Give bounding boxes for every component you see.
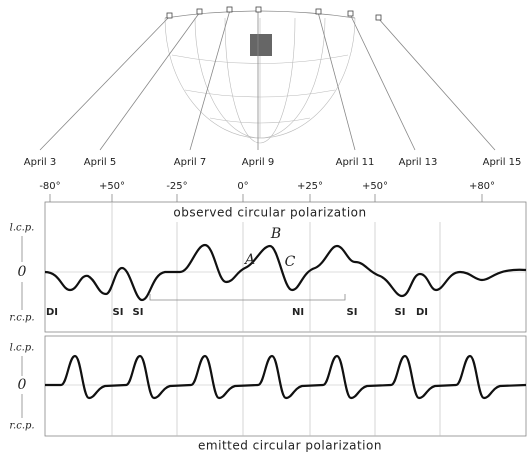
panel-title: observed circular polarization [173,206,366,220]
annotation: SI [113,307,124,318]
longitude-label: +50° [99,181,125,192]
longitude-label: +80° [469,181,495,192]
marker [226,6,233,13]
sight-lines [39,9,496,151]
annotation: NI [292,307,304,318]
panel-emitted: l.c.p. 0 r.c.p. emitted circular polariz… [9,335,527,453]
rcp-label: r.c.p. [9,421,34,432]
annotation: DI [46,307,58,318]
marker [347,10,354,17]
annotations: DI SI SI NI SI SI DI [46,307,428,318]
date-label: April 3 [24,157,56,168]
zero-label: 0 [18,377,27,393]
date-label: April 7 [174,157,206,168]
date-label: April 5 [84,157,116,168]
marker [166,12,173,19]
globe [39,6,496,151]
longitude-label: 0° [237,181,248,192]
annotation: SI [395,307,406,318]
longitude-label: +25° [297,181,323,192]
date-label: April 11 [336,157,375,168]
longitude-label: +50° [362,181,388,192]
peak-label: C [285,254,296,270]
marker [375,14,382,21]
annotation: DI [416,307,428,318]
zero-label: 0 [18,264,27,280]
panel-grid [45,202,526,332]
marker [255,6,262,13]
ni-bracket [149,294,346,301]
date-labels: April 3 April 5 April 7 April 9 April 11 Apri… [24,157,522,168]
longitude-label: -25° [166,181,187,192]
emitted-curve [45,354,527,400]
marker [315,8,322,15]
marker [196,8,203,15]
panel-frame [44,201,527,333]
rcp-label: r.c.p. [9,313,34,324]
panel-title: emitted circular polarization [198,439,382,453]
lcp-label: l.c.p. [10,223,35,234]
active-region [250,34,272,56]
peak-label: A [243,252,255,268]
globe-parallels [171,54,349,124]
panel-observed: observed circular polarization l.c.p. 0 … [9,201,527,333]
lcp-label: l.c.p. [10,343,35,354]
longitude-labels: -80° +50° -25° 0° +25° +50° +80° [39,181,495,202]
date-label: April 15 [483,157,522,168]
date-label: April 13 [399,157,438,168]
annotation: SI [347,307,358,318]
annotation: SI [133,307,144,318]
longitude-label: -80° [39,181,60,192]
peak-label: B [270,226,281,242]
date-label: April 9 [242,157,274,168]
observed-curve [44,243,527,302]
